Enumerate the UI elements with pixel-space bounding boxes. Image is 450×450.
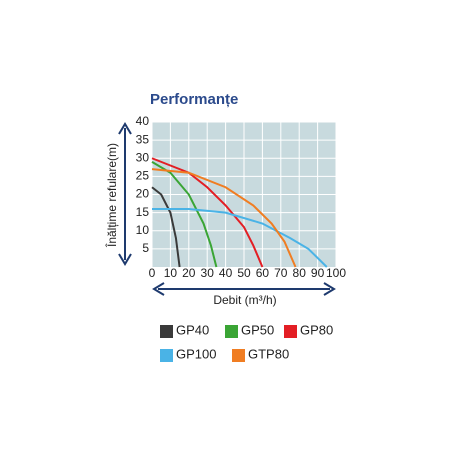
- y-tick-label: 35: [136, 132, 150, 146]
- y-tick-label: 15: [136, 205, 150, 219]
- x-tick-label: 80: [293, 266, 307, 280]
- series-line: [151, 186, 181, 268]
- series-line: [151, 157, 264, 268]
- x-tick-label: 90: [311, 266, 325, 280]
- y-axis-label: Înălțime refulare(m): [104, 143, 119, 248]
- x-tick-label: 50: [237, 266, 251, 280]
- legend-label: GP80: [300, 322, 333, 337]
- x-tick-label: 40: [219, 266, 233, 280]
- x-tick-label: 0: [149, 266, 156, 280]
- y-tick-label: 25: [136, 169, 150, 183]
- y-tick-label: 40: [136, 114, 150, 128]
- x-tick-label: 10: [164, 266, 178, 280]
- x-tick-label: 60: [256, 266, 270, 280]
- legend-label: GP100: [176, 346, 216, 361]
- y-tick-label: 5: [142, 241, 149, 255]
- x-tick-label: 20: [182, 266, 196, 280]
- x-tick-label: 100: [326, 266, 346, 280]
- legend-label: GP50: [241, 322, 274, 337]
- y-tick-label: 30: [136, 150, 150, 164]
- y-axis-arrow: [118, 122, 132, 266]
- chart-title: Performanțe: [150, 91, 238, 108]
- series-line: [152, 208, 328, 268]
- legend-swatch: [160, 325, 173, 338]
- legend-label: GTP80: [248, 346, 289, 361]
- legend-swatch: [160, 349, 173, 362]
- y-tick-label: 20: [136, 187, 150, 201]
- y-tick-label: 10: [136, 223, 150, 237]
- legend-swatch: [232, 349, 245, 362]
- x-tick-label: 70: [274, 266, 288, 280]
- x-axis-label: Debit (m³/h): [213, 293, 276, 307]
- x-axis-arrow: [152, 282, 336, 296]
- x-tick-label: 30: [201, 266, 215, 280]
- legend-swatch: [284, 325, 297, 338]
- legend-label: GP40: [176, 322, 209, 337]
- series-line: [151, 168, 297, 268]
- legend-swatch: [225, 325, 238, 338]
